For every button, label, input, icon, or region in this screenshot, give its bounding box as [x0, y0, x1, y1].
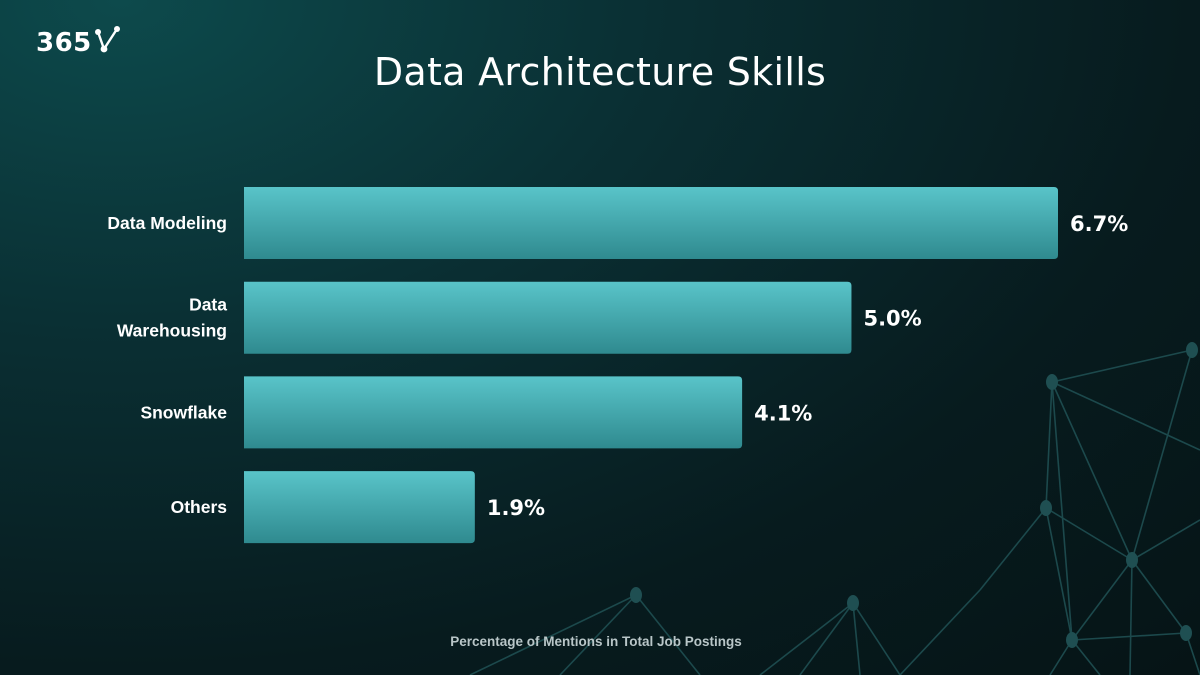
data-label: 1.9%: [487, 496, 545, 520]
bar: [244, 187, 1058, 259]
category-label: Data Warehousing: [117, 295, 227, 341]
data-label: 4.1%: [754, 401, 812, 425]
bar: [244, 281, 852, 354]
logo-text: 365: [36, 28, 92, 58]
bar: [244, 471, 475, 544]
logo-graph-icon: [94, 26, 120, 53]
brand-logo: 365: [36, 26, 123, 58]
category-label: Data Modeling: [107, 213, 227, 233]
chart-title: Data Architecture Skills: [373, 50, 827, 94]
category-label: Snowflake: [140, 402, 227, 422]
category-label: Others: [171, 497, 228, 517]
data-label: 5.0%: [863, 307, 921, 331]
bar: [244, 376, 743, 449]
x-axis-label: Percentage of Mentions in Total Job Post…: [450, 634, 742, 649]
data-label: 6.7%: [1070, 212, 1128, 236]
